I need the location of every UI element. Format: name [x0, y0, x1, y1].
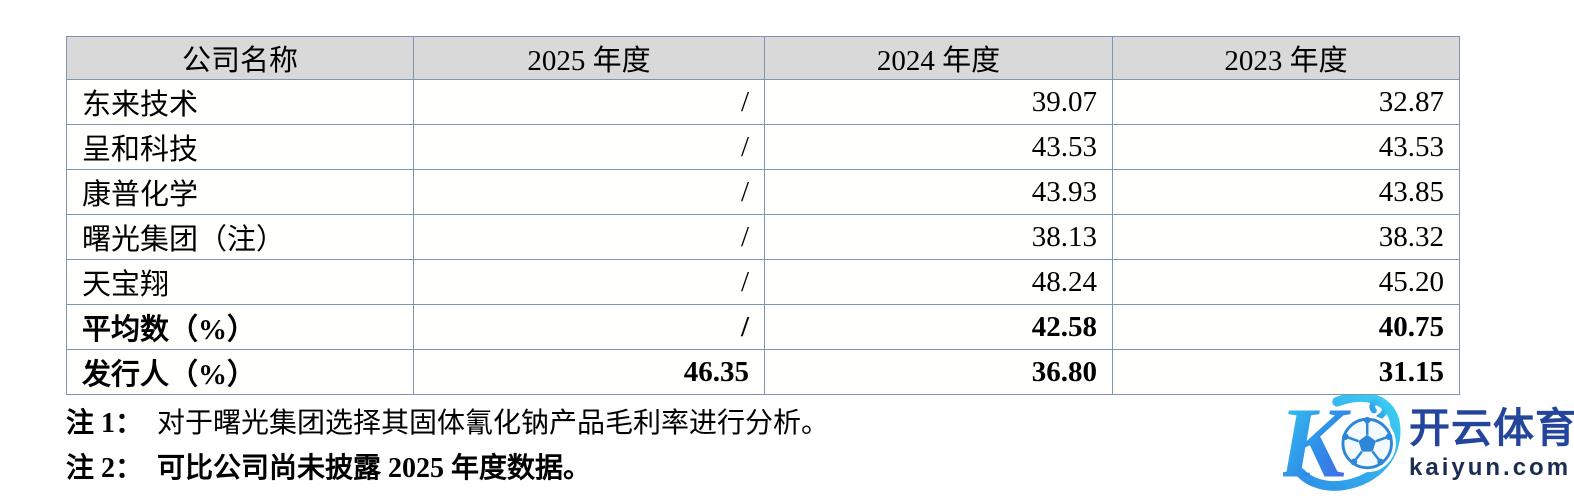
footnote-1: 注 1： 对于曙光集团选择其固体氰化钠产品毛利率进行分析。	[66, 401, 829, 441]
kaiyun-domain: kaiyun.com	[1409, 454, 1572, 481]
company-name-cell: 发行人（%）	[66, 349, 414, 395]
value-2023-cell: 31.15	[1112, 349, 1460, 395]
value-2024-cell: 42.58	[764, 304, 1113, 350]
header-2025: 2025 年度	[413, 36, 765, 80]
value-2024-cell: 43.93	[764, 169, 1113, 215]
value-2024-cell: 38.13	[764, 214, 1113, 260]
footnote-2-text: 可比公司尚未披露 2025 年度数据。	[157, 453, 592, 484]
value-2024-cell: 48.24	[764, 259, 1113, 305]
table-row: 天宝翔 / 48.24 45.20	[66, 259, 1460, 305]
comparable-companies-table: 公司名称 2025 年度 2024 年度 2023 年度 东来技术 / 39.0…	[66, 36, 1460, 395]
value-2023-cell: 32.87	[1112, 79, 1460, 125]
value-2025-cell: /	[413, 259, 765, 305]
value-2024-cell: 39.07	[764, 79, 1113, 125]
company-name-cell: 东来技术	[66, 79, 414, 125]
footnote-1-text: 对于曙光集团选择其固体氰化钠产品毛利率进行分析。	[157, 408, 830, 439]
header-2023: 2023 年度	[1112, 36, 1460, 80]
header-company-name: 公司名称	[66, 36, 414, 80]
value-2023-cell: 38.32	[1112, 214, 1460, 260]
value-2025-cell: /	[413, 79, 765, 125]
header-2024: 2024 年度	[764, 36, 1113, 80]
table-row-average: 平均数（%） / 42.58 40.75	[66, 304, 1460, 350]
table-row: 曙光集团（注） / 38.13 38.32	[66, 214, 1460, 260]
company-name-cell: 曙光集团（注）	[66, 214, 414, 260]
value-2023-cell: 45.20	[1112, 259, 1460, 305]
kaiyun-logo[interactable]: K 开云体育 kaiyun.com	[1283, 395, 1574, 492]
kaiyun-k-soccer-icon: K	[1283, 395, 1401, 492]
company-name-cell: 天宝翔	[66, 259, 414, 305]
table-header-row: 公司名称 2025 年度 2024 年度 2023 年度	[66, 36, 1460, 80]
footnote-1-prefix: 注 1：	[66, 408, 144, 439]
value-2025-cell: /	[413, 304, 765, 350]
value-2023-cell: 40.75	[1112, 304, 1460, 350]
value-2025-cell: /	[413, 169, 765, 215]
table-row: 康普化学 / 43.93 43.85	[66, 169, 1460, 215]
value-2025-cell: 46.35	[413, 349, 765, 395]
table-row: 呈和科技 / 43.53 43.53	[66, 124, 1460, 170]
company-name-cell: 呈和科技	[66, 124, 414, 170]
value-2024-cell: 43.53	[764, 124, 1113, 170]
table-row-issuer: 发行人（%） 46.35 36.80 31.15	[66, 349, 1460, 395]
table-row: 东来技术 / 39.07 32.87	[66, 79, 1460, 125]
kaiyun-brand-name: 开云体育	[1409, 405, 1574, 451]
value-2025-cell: /	[413, 124, 765, 170]
value-2024-cell: 36.80	[764, 349, 1113, 395]
company-name-cell: 康普化学	[66, 169, 414, 215]
value-2025-cell: /	[413, 214, 765, 260]
company-name-cell: 平均数（%）	[66, 304, 414, 350]
kaiyun-logo-text: 开云体育 kaiyun.com	[1409, 404, 1574, 483]
value-2023-cell: 43.53	[1112, 124, 1460, 170]
value-2023-cell: 43.85	[1112, 169, 1460, 215]
footnote-2: 注 2： 可比公司尚未披露 2025 年度数据。	[66, 446, 591, 486]
footnote-2-prefix: 注 2：	[66, 453, 144, 484]
